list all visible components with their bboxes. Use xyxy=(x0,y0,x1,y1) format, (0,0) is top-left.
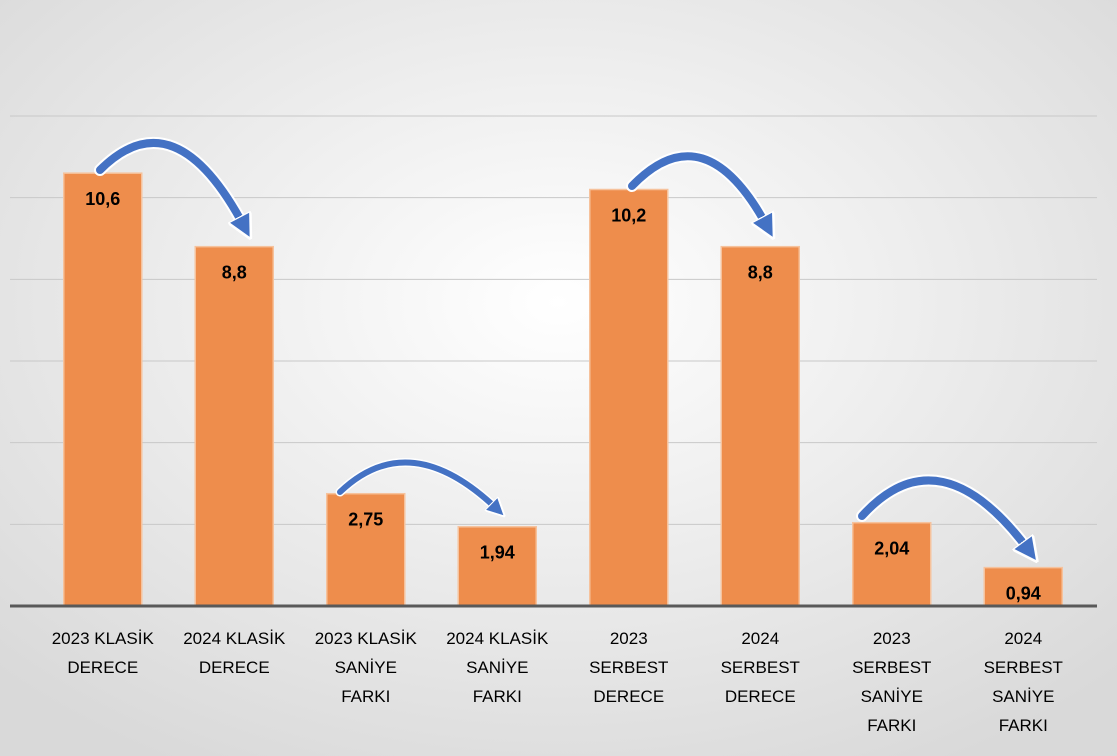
x-tick-label: 2024 KLASİK SANİYE FARKI xyxy=(446,629,549,706)
bar xyxy=(194,245,274,607)
bar xyxy=(589,188,669,607)
data-label: 0,94 xyxy=(1006,583,1041,603)
bars: 10,6 8,8 2,75 1,94 10,2 8,8 2,04 0,94 xyxy=(10,172,1097,608)
arrow xyxy=(858,476,1030,552)
arrows xyxy=(94,137,1030,552)
arrow xyxy=(96,139,245,228)
data-label: 1,94 xyxy=(480,543,515,563)
bar xyxy=(457,526,537,607)
data-label: 8,8 xyxy=(748,262,773,282)
bar xyxy=(720,245,800,607)
x-tick-label: 2024 SERBEST SANİYE FARKI xyxy=(984,629,1063,735)
x-tick-label: 2023 KLASİK SANİYE FARKI xyxy=(315,629,418,706)
bar xyxy=(852,521,932,607)
data-label: 8,8 xyxy=(222,262,247,282)
x-tick-label: 2024 SERBEST DERECE xyxy=(721,629,800,706)
data-label: 10,2 xyxy=(611,205,646,225)
x-tick-label: 2023 SERBEST SANİYE FARKI xyxy=(852,629,931,735)
data-label: 2,04 xyxy=(874,538,909,558)
x-tick-label: 2023 SERBEST DERECE xyxy=(589,629,668,706)
x-tick-label: 2023 KLASİK DERECE xyxy=(52,629,155,677)
data-label: 10,6 xyxy=(85,189,120,209)
arrow xyxy=(337,459,498,510)
x-tick-label: 2024 KLASİK DERECE xyxy=(183,629,286,677)
arrow xyxy=(628,152,768,228)
data-label: 2,75 xyxy=(348,509,383,529)
bar xyxy=(326,492,406,607)
bar xyxy=(63,172,143,607)
